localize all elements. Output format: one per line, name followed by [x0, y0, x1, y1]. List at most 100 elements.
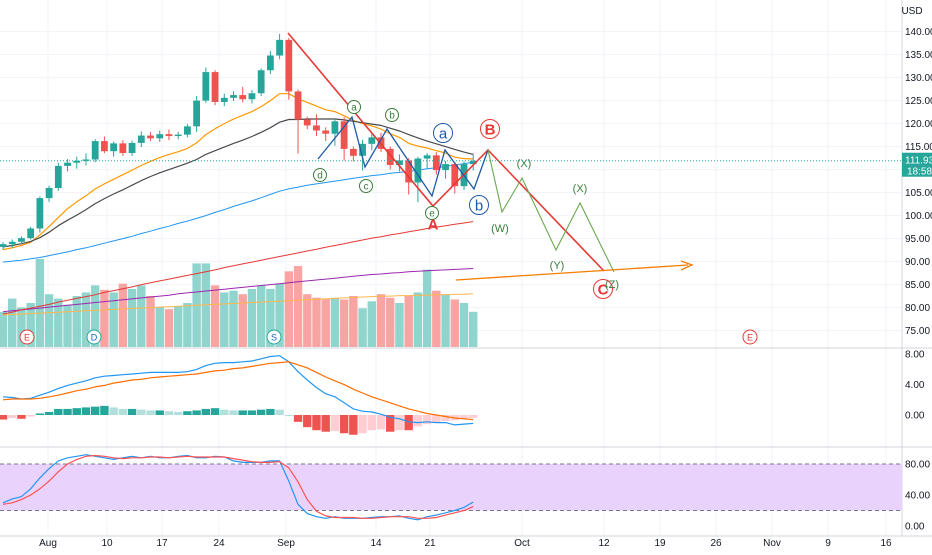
candle[interactable]	[303, 116, 311, 130]
candle[interactable]	[193, 96, 201, 132]
price-axis-tick[interactable]: 100.00	[905, 211, 932, 222]
candle[interactable]	[101, 136, 108, 154]
event-marker[interactable]: D	[86, 329, 102, 345]
candle[interactable]	[0, 242, 7, 250]
event-marker[interactable]: S	[266, 329, 282, 345]
stoch-axis-tick[interactable]: 0.00	[905, 522, 925, 533]
candle[interactable]	[266, 50, 274, 74]
price-axis-tick[interactable]: 140.00	[905, 27, 932, 38]
candle[interactable]	[432, 152, 440, 175]
wave-labels[interactable]: a b c d e a b A B C (W) (X) (Y) (X) (Z)	[313, 100, 620, 299]
wave-label[interactable]: B	[480, 119, 500, 139]
candle[interactable]	[331, 119, 339, 146]
candle[interactable]	[156, 130, 164, 143]
time-axis-label[interactable]: Sep	[277, 538, 295, 549]
candle[interactable]	[8, 239, 16, 248]
candle[interactable]	[147, 131, 154, 142]
wave-label[interactable]: A	[428, 216, 439, 233]
price-axis-tick[interactable]: 75.00	[905, 326, 930, 337]
time-axis-label[interactable]: Aug	[39, 538, 57, 549]
wave-label[interactable]: (Y)	[550, 260, 565, 272]
candle[interactable]	[386, 146, 394, 170]
price-axis-tick[interactable]: 130.00	[905, 73, 932, 84]
wave-label[interactable]: C	[593, 279, 613, 299]
macd-pane[interactable]	[0, 355, 478, 435]
wave-label[interactable]: (Z)	[605, 279, 619, 291]
candle[interactable]	[54, 162, 62, 191]
candle[interactable]	[174, 131, 182, 140]
candle[interactable]	[36, 196, 44, 233]
wave-label[interactable]: (W)	[491, 223, 509, 235]
time-axis-label[interactable]: 9	[825, 538, 831, 549]
candle[interactable]	[257, 68, 265, 96]
wave-label[interactable]: (X)	[573, 183, 588, 195]
candle[interactable]	[64, 159, 71, 172]
macd-axis-tick[interactable]: 4.00	[905, 380, 925, 391]
candle[interactable]	[45, 185, 53, 202]
trend-arrow-head[interactable]	[680, 260, 694, 271]
trend-arrow-line[interactable]	[455, 264, 689, 281]
price-axis-tick[interactable]: 80.00	[905, 303, 930, 314]
price-axis-tick[interactable]: 120.00	[905, 119, 932, 130]
time-axis-label[interactable]: 10	[101, 538, 113, 549]
candle[interactable]	[211, 70, 219, 106]
price-axis-tick[interactable]: 115.00	[905, 142, 932, 153]
candle[interactable]	[202, 67, 210, 103]
event-marker[interactable]: E	[742, 329, 758, 345]
candle[interactable]	[276, 33, 283, 60]
abcde-wave-line[interactable]	[317, 115, 489, 198]
candle[interactable]	[137, 131, 145, 148]
candle[interactable]	[82, 153, 90, 166]
candle[interactable]	[184, 124, 191, 138]
elliott-wave-drawings[interactable]	[287, 32, 694, 281]
price-axis-tick[interactable]: 135.00	[905, 50, 932, 61]
candle[interactable]	[414, 156, 422, 203]
abc-correction-line[interactable]	[287, 32, 605, 272]
candle[interactable]	[294, 89, 302, 154]
time-axis-label[interactable]: 17	[156, 538, 168, 549]
candle[interactable]	[119, 140, 127, 156]
candle[interactable]	[220, 93, 228, 107]
stoch-axis-tick[interactable]: 40.00	[905, 491, 930, 502]
price-axis-tick[interactable]: 90.00	[905, 257, 930, 268]
price-axis-tick[interactable]: 125.00	[905, 96, 932, 107]
time-axis-label[interactable]: 14	[370, 538, 382, 549]
candle[interactable]	[285, 38, 293, 100]
candle[interactable]	[469, 153, 477, 171]
candle[interactable]	[110, 141, 118, 157]
wave-label[interactable]: d	[313, 168, 327, 182]
time-axis-label[interactable]: 12	[598, 538, 610, 549]
candle[interactable]	[313, 114, 320, 137]
time-axis-label[interactable]: 21	[424, 538, 436, 549]
wave-label[interactable]: a	[433, 123, 453, 143]
candle[interactable]	[349, 146, 357, 162]
candle[interactable]	[248, 90, 256, 104]
time-axis-label[interactable]: 24	[213, 538, 225, 549]
time-axis-label[interactable]: 26	[710, 538, 722, 549]
wave-label[interactable]: b	[469, 195, 489, 215]
candle[interactable]	[451, 162, 459, 194]
candle[interactable]	[27, 226, 35, 240]
candle[interactable]	[91, 139, 99, 163]
event-marker[interactable]: E	[19, 329, 35, 345]
candle[interactable]	[368, 133, 376, 151]
candle[interactable]	[73, 156, 81, 169]
macd-axis-tick[interactable]: 8.00	[905, 350, 925, 361]
time-axis-label[interactable]: 19	[654, 538, 666, 549]
wave-label[interactable]: e	[425, 206, 439, 220]
wave-label[interactable]: b	[385, 108, 399, 122]
price-axis[interactable]: 75.0080.0085.0090.0095.00100.00105.00110…	[905, 27, 932, 532]
time-axis[interactable]: Aug 10 17 24 Sep 14 21 Oct 12 19 26 Nov 9 16	[39, 538, 892, 549]
wxyxz-projection-line[interactable]	[487, 149, 615, 273]
candle[interactable]	[128, 140, 136, 156]
candle[interactable]	[442, 160, 449, 179]
candle[interactable]	[18, 236, 25, 245]
price-axis-tick[interactable]: 85.00	[905, 280, 930, 291]
candle[interactable]	[230, 91, 237, 102]
wave-label[interactable]: c	[359, 179, 373, 193]
macd-axis-tick[interactable]: 0.00	[905, 411, 925, 422]
time-axis-label[interactable]: Oct	[514, 538, 530, 549]
